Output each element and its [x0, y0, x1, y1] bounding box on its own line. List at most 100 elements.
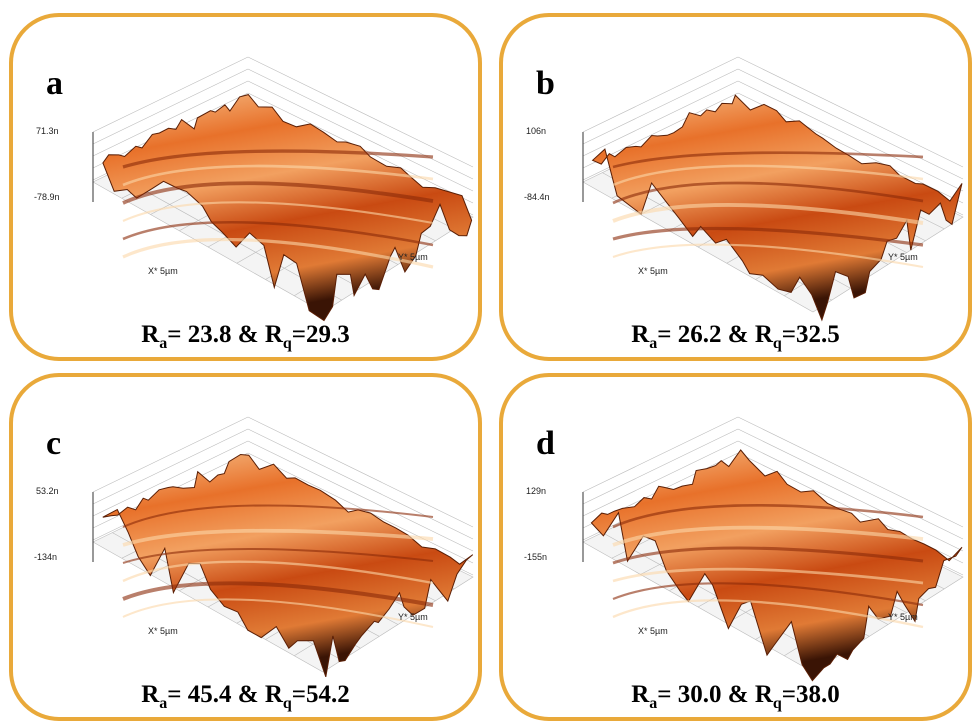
- caption-mid: = 23.8 & R: [167, 321, 284, 348]
- ridge: [612, 525, 924, 547]
- wall-line: [247, 80, 474, 192]
- panel: c 53.2n -134n X* 5µm Y* 5µm Ra= 45.4 & Rq=54.…: [9, 373, 482, 721]
- wall-line: [582, 80, 739, 157]
- caption-mid: = 26.2 & R: [657, 321, 774, 348]
- ridge: [122, 560, 434, 585]
- ridge: [122, 237, 434, 269]
- ridge: [612, 151, 924, 169]
- z-top-label: 71.3n: [36, 126, 59, 136]
- caption-sub: q: [283, 335, 292, 352]
- ridge: [612, 164, 924, 187]
- x-axis-label: X* 5µm: [148, 266, 178, 276]
- wall-line: [247, 452, 474, 564]
- ridge: [612, 243, 924, 269]
- z-bottom-label: -78.9n: [34, 192, 60, 202]
- caption-sub: q: [773, 335, 782, 352]
- panel: d 129n -155n X* 5µm Y* 5µm Ra= 30.0 & Rq=38.0: [499, 373, 972, 721]
- caption-r: R: [141, 681, 160, 708]
- wall-line: [92, 416, 249, 493]
- ridge: [612, 181, 924, 205]
- caption: Ra= 45.4 & Rq=54.2: [141, 681, 350, 712]
- wall-line: [582, 428, 739, 505]
- wall-line: [582, 416, 739, 493]
- ridge: [122, 201, 434, 225]
- panel-label: a: [46, 65, 63, 102]
- ridge: [122, 181, 434, 205]
- ridge: [612, 504, 924, 529]
- ridge: [122, 220, 434, 247]
- x-axis-label: X* 5µm: [638, 626, 668, 636]
- surface: [590, 449, 963, 682]
- caption-end: =29.3: [292, 321, 350, 348]
- surface: [102, 94, 473, 322]
- ridge: [612, 567, 924, 585]
- caption: Ra= 30.0 & Rq=38.0: [631, 681, 840, 712]
- y-axis-label: Y* 5µm: [398, 252, 428, 262]
- panel-border: [499, 13, 972, 361]
- ridge: [612, 226, 924, 247]
- caption-sub: a: [649, 335, 657, 352]
- z-top-label: 106n: [526, 126, 546, 136]
- y-axis-label: Y* 5µm: [888, 252, 918, 262]
- wall-line: [247, 416, 474, 528]
- caption-sub: a: [159, 695, 167, 712]
- wall-line: [92, 80, 249, 157]
- caption-sub: q: [283, 695, 292, 712]
- wall-line: [92, 440, 249, 517]
- caption-r: R: [141, 321, 160, 348]
- caption-sub: a: [159, 335, 167, 352]
- x-axis-label: X* 5µm: [148, 626, 178, 636]
- caption: Ra= 23.8 & Rq=29.3: [141, 321, 350, 352]
- caption-end: =32.5: [782, 321, 840, 348]
- panel-label: d: [536, 425, 555, 462]
- z-bottom-label: -84.4n: [524, 192, 550, 202]
- wall-line: [92, 428, 249, 505]
- ridge: [122, 528, 434, 547]
- z-top-label: 53.2n: [36, 486, 59, 496]
- ridge: [612, 546, 924, 565]
- wall-line: [737, 428, 964, 540]
- wall-line: [737, 416, 964, 528]
- panel-border: [9, 373, 482, 721]
- caption-end: =54.2: [292, 681, 350, 708]
- wall-line: [247, 440, 474, 552]
- caption-mid: = 30.0 & R: [657, 681, 774, 708]
- wall-line: [737, 440, 964, 552]
- wall-line: [737, 68, 964, 180]
- caption: Ra= 26.2 & Rq=32.5: [631, 321, 840, 352]
- caption-sub: a: [649, 695, 657, 712]
- wall-line: [582, 68, 739, 145]
- caption-mid: = 45.4 & R: [167, 681, 284, 708]
- ridge: [122, 581, 434, 607]
- wall-line: [582, 56, 739, 133]
- wall-line: [247, 56, 474, 168]
- wall-line: [247, 68, 474, 180]
- z-top-label: 129n: [526, 486, 546, 496]
- panel-border: [9, 13, 482, 361]
- caption-sub: q: [773, 695, 782, 712]
- ridge: [612, 202, 924, 225]
- wall-line: [737, 56, 964, 168]
- wall-line: [737, 80, 964, 192]
- wall-line: [247, 428, 474, 540]
- ridge: [612, 582, 924, 607]
- panel-label: b: [536, 65, 555, 102]
- panel-label: c: [46, 425, 61, 462]
- wall-line: [92, 68, 249, 145]
- caption-r: R: [631, 681, 650, 708]
- y-axis-label: Y* 5µm: [888, 612, 918, 622]
- ridge: [122, 504, 434, 528]
- caption-r: R: [631, 321, 650, 348]
- z-bottom-label: -155n: [524, 552, 547, 562]
- wall-line: [582, 440, 739, 517]
- ridge: [122, 149, 434, 169]
- ridge: [122, 598, 434, 628]
- y-axis-label: Y* 5µm: [398, 612, 428, 622]
- x-axis-label: X* 5µm: [638, 266, 668, 276]
- wall-line: [92, 56, 249, 133]
- ridge: [612, 599, 924, 629]
- panel: b 106n -84.4n X* 5µm Y* 5µm Ra= 26.2 & Rq=32.…: [499, 13, 972, 361]
- panel-border: [499, 373, 972, 721]
